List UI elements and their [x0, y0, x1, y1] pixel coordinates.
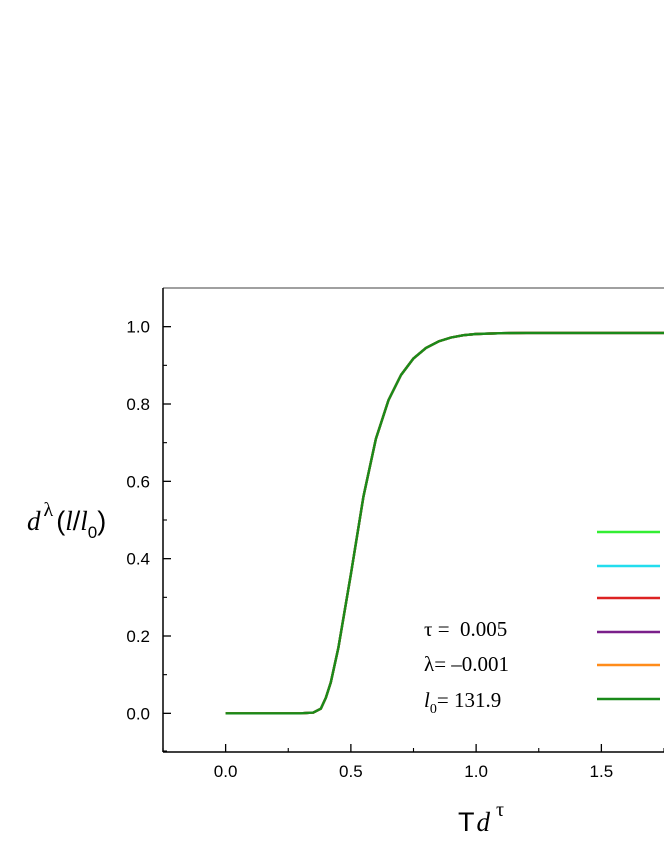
- annotation-l0: l0= 131.9: [424, 688, 501, 717]
- x-tick-label: 1.0: [464, 762, 488, 781]
- x-tick-label: 0.5: [339, 762, 363, 781]
- y-axis-label: d λ (l/l0): [27, 499, 106, 542]
- y-tick-label: 0.4: [126, 550, 150, 569]
- y-tick-label: 0.8: [126, 395, 150, 414]
- x-tick-label: 1.5: [590, 762, 614, 781]
- x-axis: 0.0 0.5 1.0 1.5: [162, 744, 664, 781]
- x-axis-label: Td τ: [458, 799, 504, 837]
- x-tick-label: 0.0: [214, 762, 238, 781]
- y-tick-label: 0.2: [126, 627, 150, 646]
- annotation-lambda: λ= –0.001: [424, 652, 509, 676]
- y-tick-label: 0.6: [126, 472, 150, 491]
- y-axis: 0.0 0.2 0.4 0.6 0.8 1.0: [126, 318, 171, 752]
- y-tick-label: 0.0: [126, 704, 150, 723]
- legend: [597, 530, 660, 701]
- series-lines: [225, 331, 664, 715]
- series-line-6: [225, 331, 664, 715]
- y-tick-label: 1.0: [126, 318, 150, 337]
- annotation-tau: τ = 0.005: [424, 617, 507, 641]
